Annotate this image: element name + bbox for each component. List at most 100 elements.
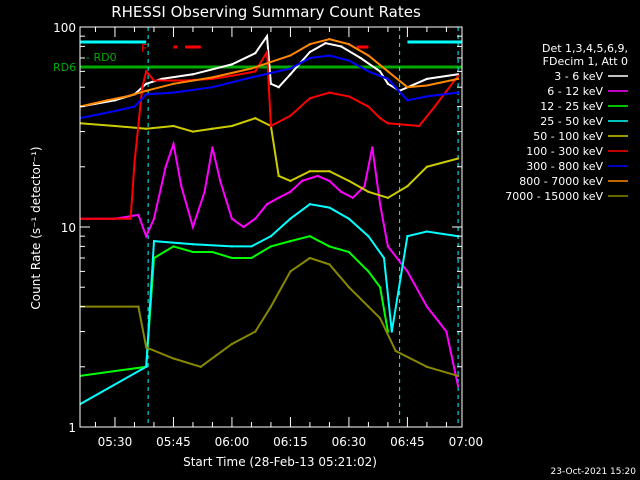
series-5-point-8 xyxy=(230,74,233,77)
series-4-point-7 xyxy=(254,117,257,120)
legend-label-6: 300 - 800 keV xyxy=(526,160,603,173)
series-8-point-8 xyxy=(289,270,292,273)
series-6-point-13 xyxy=(406,99,409,102)
series-8-point-2 xyxy=(145,346,148,349)
series-8-point-9 xyxy=(308,257,311,259)
series-3-point-7 xyxy=(289,217,292,220)
series-4-point-1 xyxy=(114,125,116,127)
series-6-point-12 xyxy=(386,77,389,80)
series-4-point-6 xyxy=(230,125,233,127)
series-6-point-1 xyxy=(114,110,116,112)
series-0-point-15 xyxy=(359,57,362,59)
series-5-point-11 xyxy=(269,125,272,127)
series-1-point-3 xyxy=(145,235,148,238)
series-5-point-15 xyxy=(347,95,350,98)
series-5-point-9 xyxy=(254,70,257,73)
series-6-point-7 xyxy=(289,67,292,70)
series-8-point-13 xyxy=(379,317,382,320)
x-tick-label-4: 06:30 xyxy=(332,435,367,449)
series-1-point-12 xyxy=(230,217,233,220)
series-5-point-6 xyxy=(184,79,187,82)
series-7-point-3 xyxy=(145,89,148,92)
series-1-point-9 xyxy=(203,190,206,193)
series-2-point-12 xyxy=(347,251,350,253)
series-6-point-4 xyxy=(172,91,175,94)
series-5-point-14 xyxy=(328,91,331,94)
series-1-point-13 xyxy=(242,226,245,228)
series-1-point-6 xyxy=(172,143,175,145)
series-7-point-14 xyxy=(425,84,428,87)
series-0-point-3 xyxy=(145,82,148,85)
series-8-point-11 xyxy=(347,286,350,289)
series-5-point-3 xyxy=(141,86,144,89)
series-2-point-6 xyxy=(230,257,233,259)
series-7-point-7 xyxy=(289,54,292,57)
series-1-point-8 xyxy=(191,226,194,228)
series-1-point-7 xyxy=(180,185,183,188)
y-axis-label: Count Rate (s⁻¹ detector⁻¹) xyxy=(29,146,43,309)
legend-label-3: 25 - 50 keV xyxy=(540,115,603,128)
series-4-point-11 xyxy=(308,170,311,173)
series-2-point-14 xyxy=(379,286,382,289)
series-0-point-1 xyxy=(114,99,116,102)
plot-frame xyxy=(79,26,463,428)
x-tick-label-3: 06:15 xyxy=(273,435,308,449)
rd6-label: RD6 xyxy=(53,61,76,74)
series-2-point-13 xyxy=(367,270,370,273)
series-5-point-13 xyxy=(308,97,311,100)
series-2-point-10 xyxy=(308,235,311,238)
x-tick-label-0: 05:30 xyxy=(98,435,133,449)
series-3-point-12 xyxy=(383,257,385,259)
series-8-point-1 xyxy=(137,305,140,308)
legend-label-7: 800 - 7000 keV xyxy=(519,175,603,188)
series-6-point-6 xyxy=(250,76,253,79)
series-7-point-4 xyxy=(172,82,175,85)
series-5-point-7 xyxy=(211,77,214,80)
series-3-point-4 xyxy=(230,245,233,248)
series-0-point-4 xyxy=(160,77,163,80)
series-3-point-13 xyxy=(390,330,393,333)
legend-label-0: 3 - 6 keV xyxy=(554,70,603,83)
series-1-point-27 xyxy=(406,270,409,273)
series-5-point-19 xyxy=(418,125,421,127)
series-8-point-16 xyxy=(457,374,460,377)
series-6-point-11 xyxy=(367,70,370,73)
series-5-point-21 xyxy=(457,74,460,77)
series-1-point-15 xyxy=(266,203,268,206)
series-4-point-12 xyxy=(328,170,331,173)
x-axis-label: Start Time (28-Feb-13 05:21:02) xyxy=(183,455,377,469)
series-points-3 xyxy=(80,203,460,406)
series-2-point-4 xyxy=(191,251,194,253)
series-2-point-3 xyxy=(172,245,175,248)
series-3-point-11 xyxy=(367,235,370,238)
series-2-point-11 xyxy=(328,245,331,248)
series-1-point-14 xyxy=(254,217,257,220)
series-2-point-9 xyxy=(289,240,292,243)
series-3-point-14 xyxy=(406,235,409,238)
series-6-point-9 xyxy=(328,54,331,57)
series-8-point-15 xyxy=(425,365,428,368)
series-3-point-9 xyxy=(328,206,331,209)
x-tick-label-1: 05:45 xyxy=(156,435,191,449)
series-0-point-7 xyxy=(254,52,257,55)
y-axis: 1 10 100 xyxy=(53,21,462,435)
series-3-point-10 xyxy=(347,217,350,220)
series-1-point-18 xyxy=(301,179,304,182)
x-tick-label-2: 06:00 xyxy=(215,435,250,449)
series-1-point-21 xyxy=(340,190,343,193)
chart-title: RHESSI Observing Summary Count Rates xyxy=(111,3,421,21)
series-3-point-3 xyxy=(191,243,194,246)
series-1-point-26 xyxy=(386,245,389,248)
series-0-point-6 xyxy=(230,63,233,66)
series-4-point-15 xyxy=(386,196,389,199)
series-8-point-7 xyxy=(269,305,272,308)
legend-label-5: 100 - 300 keV xyxy=(526,145,603,158)
series-1-point-20 xyxy=(328,179,331,182)
series-points-8 xyxy=(80,257,460,377)
series-points-5 xyxy=(80,51,460,220)
series-6-point-5 xyxy=(211,86,214,89)
series-3-point-2 xyxy=(153,240,155,243)
series-0-point-20 xyxy=(457,73,460,76)
series-4-point-13 xyxy=(347,179,350,182)
